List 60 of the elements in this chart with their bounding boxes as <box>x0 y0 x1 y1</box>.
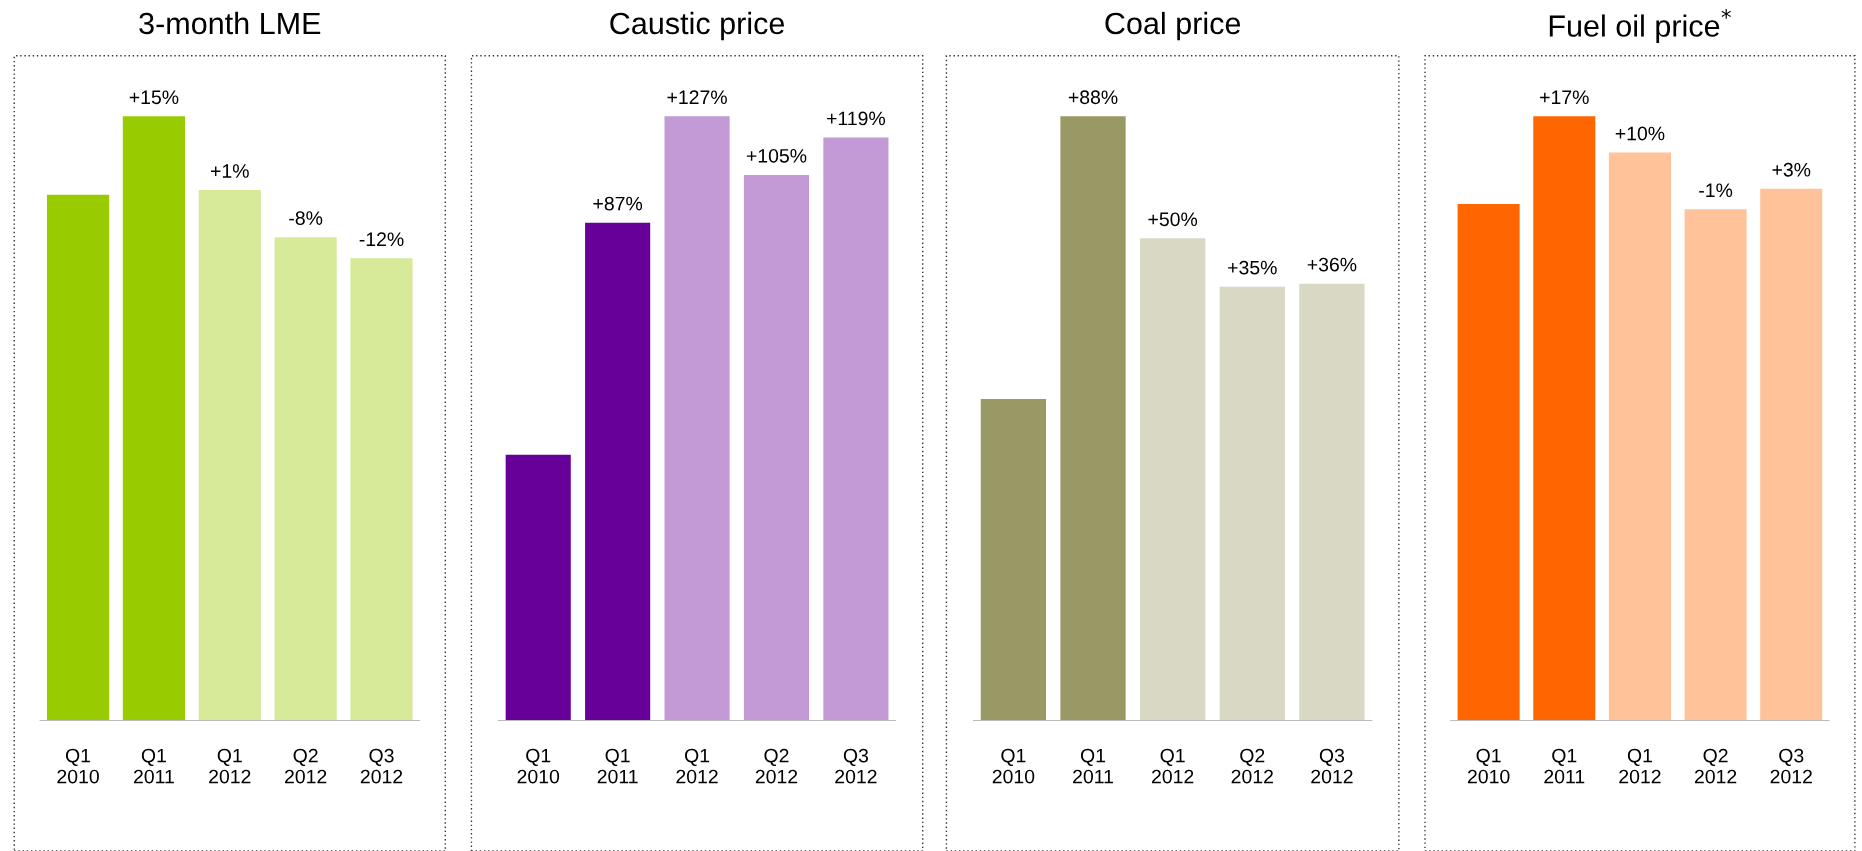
x-tick-label: Q1 2012 <box>209 748 251 784</box>
bar <box>1608 152 1671 721</box>
bar <box>1140 238 1206 721</box>
bar <box>1533 116 1596 721</box>
x-tick-label: Q3 2012 <box>1311 748 1353 784</box>
bar <box>1684 209 1747 721</box>
annotation: +50% <box>1148 212 1198 227</box>
chart-title: 3-month LME <box>139 11 321 35</box>
annotation: +87% <box>593 196 643 211</box>
bar <box>585 222 651 721</box>
bar <box>46 194 110 721</box>
annotation: -1% <box>1699 183 1733 198</box>
bar <box>743 174 810 721</box>
x-tick-label: Q1 2012 <box>1152 748 1194 784</box>
x-tick-label: Q2 2012 <box>755 748 798 784</box>
x-tick-label: Q1 2011 <box>597 748 638 784</box>
annotation: +10% <box>1615 126 1665 141</box>
annotation: +1% <box>211 164 249 178</box>
annotation: +35% <box>1228 260 1277 275</box>
bar <box>1219 286 1285 721</box>
chart-title: Fuel oil price$^{*}$ <box>1549 9 1731 43</box>
x-tick-label: Q1 2010 <box>1467 748 1510 784</box>
annotation: +105% <box>746 148 807 163</box>
x-tick-label: Q1 2012 <box>676 748 718 784</box>
bar <box>198 190 261 721</box>
bar <box>664 116 730 721</box>
bar <box>1060 116 1126 721</box>
chart-title: Coal price <box>1105 11 1241 41</box>
annotation: +119% <box>827 111 886 126</box>
bar <box>350 258 413 721</box>
x-tick-label: Q1 2011 <box>1073 748 1113 784</box>
annotation: -8% <box>289 211 323 225</box>
annotation: +88% <box>1068 90 1118 105</box>
bar <box>505 454 571 721</box>
bar <box>274 237 337 721</box>
x-tick-label: Q1 2011 <box>133 748 174 784</box>
bar <box>1299 283 1365 721</box>
bar <box>122 116 186 721</box>
annotation: +127% <box>667 90 727 105</box>
x-tick-label: Q2 2012 <box>285 748 327 784</box>
x-tick-label: Q3 2012 <box>835 748 877 784</box>
annotation: -12% <box>359 232 404 247</box>
annotation: +15% <box>129 90 179 105</box>
annotation: +3% <box>1772 162 1811 177</box>
x-tick-label: Q2 2012 <box>1231 748 1273 784</box>
x-tick-label: Q1 2011 <box>1544 748 1585 784</box>
x-tick-label: Q1 2010 <box>517 748 560 784</box>
bar <box>823 137 889 721</box>
annotation: +36% <box>1307 257 1357 272</box>
chart-title: Caustic price <box>610 11 785 41</box>
x-tick-label: Q1 2012 <box>1619 748 1661 784</box>
annotation: +17% <box>1540 90 1589 105</box>
x-tick-label: Q1 2010 <box>992 748 1035 784</box>
bar <box>1760 188 1823 721</box>
x-tick-label: Q1 2010 <box>57 748 99 784</box>
x-tick-label: Q3 2012 <box>360 748 403 784</box>
x-tick-label: Q2 2012 <box>1694 748 1737 784</box>
bar <box>1457 203 1520 721</box>
bar <box>980 399 1047 721</box>
x-tick-label: Q3 2012 <box>1770 748 1812 784</box>
